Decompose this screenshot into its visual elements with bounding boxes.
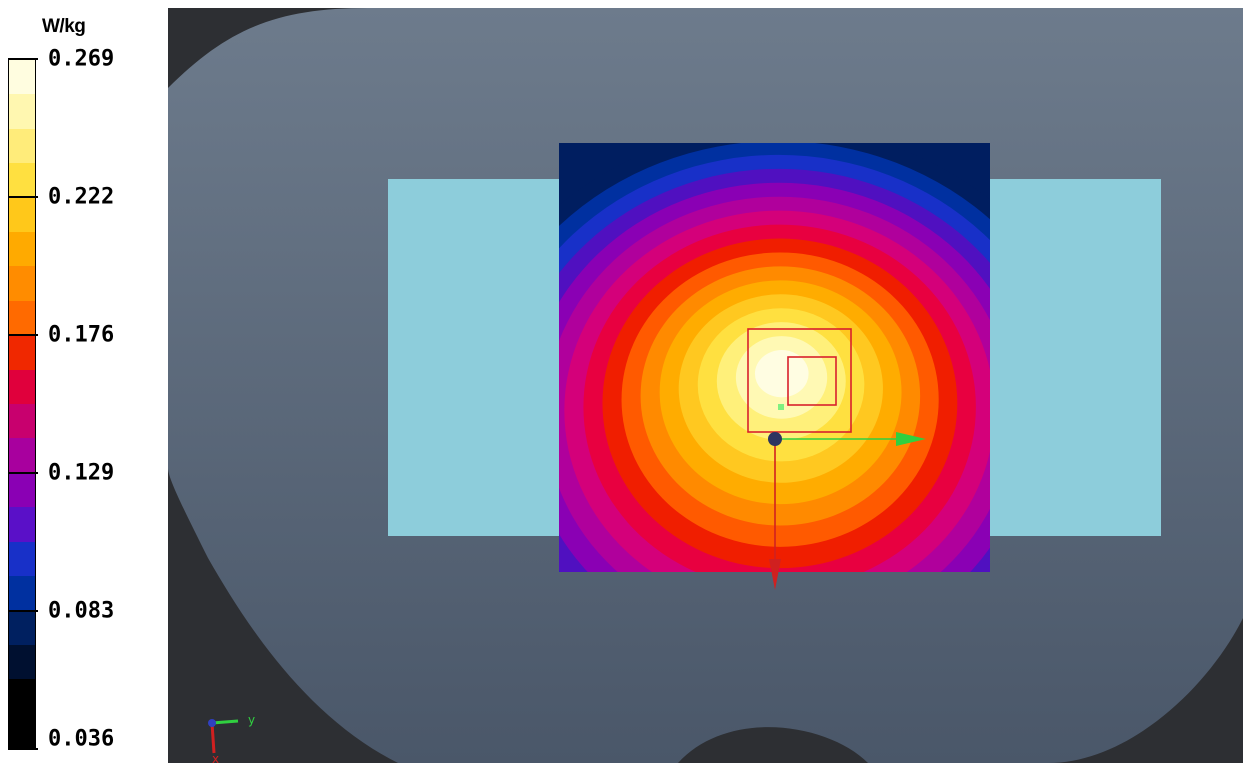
colorbar-segment <box>9 266 35 301</box>
colorbar <box>8 59 36 749</box>
colorbar-segment <box>9 576 35 611</box>
colorbar-segment <box>9 507 35 542</box>
peak-marker <box>778 404 784 410</box>
colorbar-segment <box>9 60 35 95</box>
colorbar-segment <box>9 197 35 233</box>
colorbar-segment <box>9 163 35 198</box>
colorbar-tick <box>8 472 38 474</box>
colorbar-tick-label: 0.083 <box>48 598 115 624</box>
3d-viewport[interactable]: y x <box>168 8 1243 763</box>
colorbar-segment <box>9 404 35 439</box>
flat-region-left <box>388 179 563 536</box>
colorbar-tick <box>8 610 38 612</box>
colorbar-tick-label: 0.222 <box>48 184 115 210</box>
colorbar-segment <box>9 335 35 370</box>
colorbar-tick-label: 0.129 <box>48 460 115 486</box>
colorbar-tick <box>8 196 38 198</box>
triad-x-label: x <box>212 752 219 763</box>
colorbar-tick-label: 0.036 <box>48 726 115 752</box>
legend-unit: W/kg <box>42 16 86 37</box>
origin-sphere <box>768 432 782 446</box>
colorbar-segment <box>9 610 35 645</box>
colorbar-segment <box>9 679 35 714</box>
sar-distribution-map <box>559 143 990 572</box>
colorbar-segment <box>9 128 35 164</box>
colorbar-segment <box>9 644 35 680</box>
colorbar-tick <box>8 58 38 60</box>
colorbar-tick <box>8 334 38 336</box>
colorbar-segment <box>9 541 35 577</box>
colorbar-segment <box>9 713 35 749</box>
colorbar-segment <box>9 472 35 508</box>
axis-triad: y x <box>208 713 255 763</box>
sar-scene[interactable]: y x <box>168 8 1243 763</box>
peak-search-cube-outer <box>747 328 852 433</box>
color-legend: W/kg 0.269 0.222 0.176 0.129 0.083 0.036 <box>0 0 168 763</box>
sar-band <box>754 350 809 398</box>
triad-y-label: y <box>248 713 255 727</box>
x-axis-arrowhead <box>769 559 781 590</box>
flat-region-right <box>986 179 1161 536</box>
colorbar-segment <box>9 300 35 336</box>
colorbar-tick <box>8 748 38 750</box>
colorbar-segment <box>9 94 35 129</box>
colorbar-segment <box>9 232 35 267</box>
colorbar-tick-label: 0.176 <box>48 322 115 348</box>
colorbar-segment <box>9 369 35 405</box>
colorbar-segment <box>9 438 35 473</box>
peak-search-cube-inner <box>787 356 837 406</box>
y-axis-arrowhead <box>896 432 926 446</box>
colorbar-tick-label: 0.269 <box>48 46 115 72</box>
